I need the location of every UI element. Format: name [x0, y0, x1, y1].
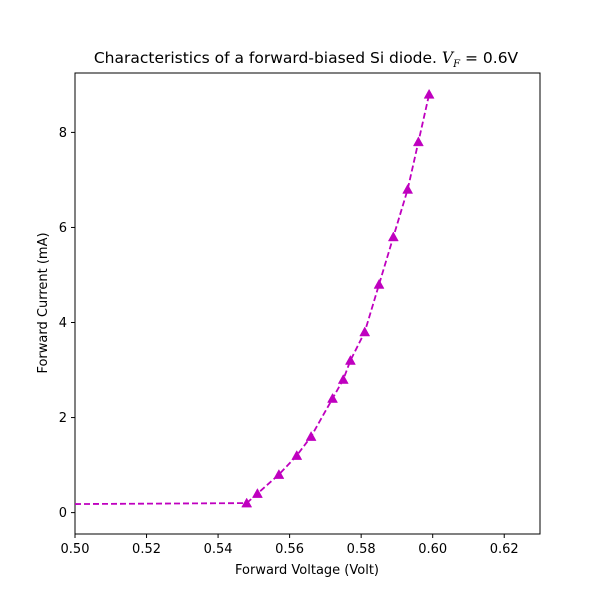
- data-point-9: [373, 278, 385, 289]
- chart-title-sub: F: [452, 59, 461, 70]
- chart-title-var: V: [442, 49, 455, 67]
- x-tick-label-0: 0.50: [61, 542, 90, 557]
- data-point-2: [273, 469, 285, 479]
- data-point-8: [359, 326, 371, 337]
- series-0-line: [246, 94, 430, 504]
- data-point-6: [337, 374, 349, 384]
- data-point-13: [423, 88, 435, 99]
- series-0-lead-line: [74, 502, 247, 505]
- data-point-7: [344, 355, 356, 365]
- y-tick-label-2: 4: [59, 316, 67, 331]
- x-tick-label-3: 0.56: [275, 542, 304, 557]
- x-tick-label-2: 0.54: [204, 542, 233, 557]
- y-tick-label-3: 6: [59, 221, 67, 236]
- y-tick-label-4: 8: [59, 126, 67, 141]
- data-point-11: [402, 183, 414, 194]
- x-tick-label-1: 0.52: [132, 542, 161, 557]
- data-point-5: [327, 393, 338, 403]
- plot-frame: [74, 72, 541, 535]
- chart-title: Characteristics of a forward-biased Si d…: [94, 49, 519, 70]
- data-point-0: [241, 497, 253, 508]
- x-tick-label-5: 0.60: [418, 542, 447, 557]
- data-point-1: [251, 488, 263, 498]
- data-point-12: [412, 136, 424, 147]
- x-tick-label-6: 0.62: [490, 542, 519, 557]
- plot-area: 0.50 0.52 0.54 0.56 0.58 0.60 0.62 0 2 4 6 8: [59, 72, 541, 557]
- chart-title-prefix: Characteristics of a forward-biased Si d…: [94, 49, 442, 67]
- data-point-10: [387, 231, 399, 242]
- x-axis-label: Forward Voltage (Volt): [235, 563, 379, 578]
- y-tick-label-1: 2: [59, 411, 67, 426]
- data-point-4: [305, 431, 317, 441]
- y-axis-label: Forward Current (mA): [36, 232, 51, 373]
- data-point-3: [291, 450, 303, 460]
- y-tick-label-0: 0: [59, 506, 67, 521]
- chart-title-suffix: = 0.6V: [460, 49, 518, 67]
- x-tick-label-4: 0.58: [347, 542, 376, 557]
